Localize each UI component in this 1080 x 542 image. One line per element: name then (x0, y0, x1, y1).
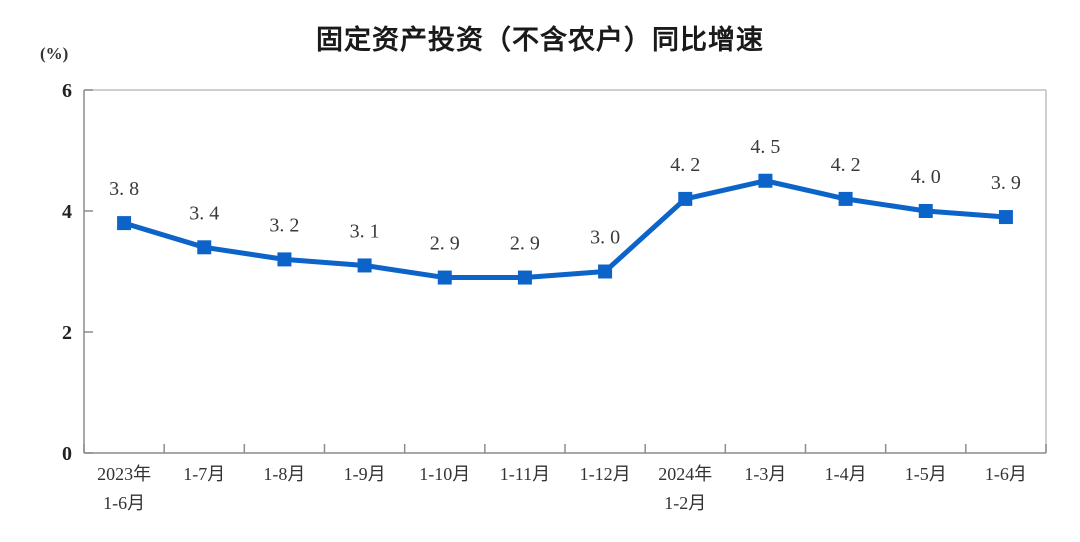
y-tick-label: 2 (62, 322, 72, 344)
x-tick-label: 1-11月 (500, 464, 550, 484)
x-tick-label: 2024年 (658, 464, 712, 484)
x-tick-label: 1-12月 (580, 464, 631, 484)
y-axis-unit-label: (%) (40, 44, 69, 63)
data-point (437, 270, 452, 285)
y-tick-label: 0 (62, 443, 72, 465)
x-tick-label: 1-5月 (905, 464, 947, 484)
data-point (598, 264, 613, 279)
data-point (838, 191, 853, 206)
x-tick-label: 1-4月 (825, 464, 867, 484)
y-tick-label: 6 (62, 80, 72, 102)
data-point (998, 210, 1013, 225)
data-point (918, 204, 933, 218)
x-tick-label: 1-3月 (744, 464, 786, 484)
x-tick-label: 1-9月 (344, 464, 386, 484)
x-tick-label: 1-10月 (419, 464, 470, 484)
data-point (277, 252, 292, 267)
data-label: 4. 2 (831, 154, 861, 176)
data-label: 2. 9 (510, 233, 540, 255)
x-tick-label: 1-8月 (263, 464, 305, 484)
x-tick-label: 1-7月 (183, 464, 225, 484)
data-label: 2. 9 (430, 233, 460, 255)
data-line (121, 178, 1009, 281)
x-tick-label: 1-6月 (103, 493, 145, 513)
data-label: 3. 4 (189, 202, 219, 224)
data-point (197, 240, 212, 255)
chart-title: 固定资产投资（不含农户）同比增速 (316, 25, 764, 55)
data-point (517, 270, 532, 285)
data-label: 3. 2 (269, 214, 299, 236)
data-label: 4. 0 (911, 166, 941, 188)
data-point (678, 191, 693, 206)
x-tick-label: 1-2月 (664, 493, 706, 513)
data-label: 3. 0 (590, 227, 620, 249)
data-point (357, 258, 372, 273)
data-point (117, 216, 132, 231)
data-label: 3. 8 (109, 178, 139, 200)
data-label: 3. 1 (350, 220, 380, 242)
data-label: 4. 5 (750, 136, 780, 158)
data-point (758, 173, 773, 188)
x-tick-label: 2023年 (97, 464, 151, 484)
y-tick-label: 4 (62, 201, 72, 223)
data-label: 4. 2 (670, 154, 700, 176)
x-tick-label: 1-6月 (985, 464, 1027, 484)
data-label: 3. 9 (991, 172, 1021, 194)
